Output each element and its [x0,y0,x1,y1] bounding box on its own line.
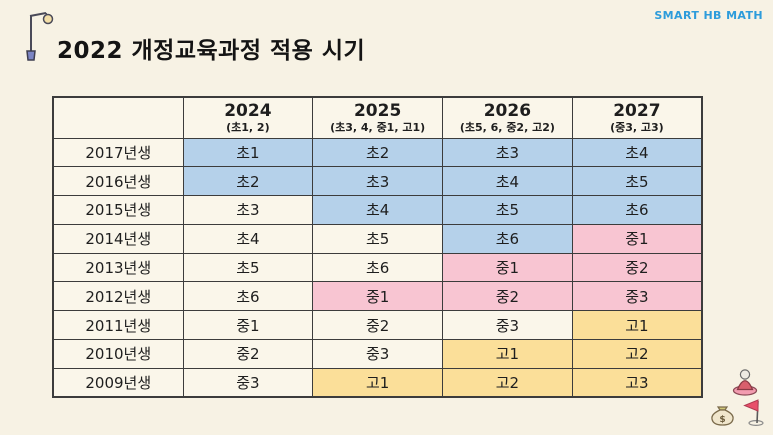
table-row: 2017년생 초1 초2 초3 초4 [52,137,703,168]
grade-cell: 초3 [182,195,314,225]
grade-cell: 초3 [442,137,573,168]
grade-cell: 중2 [571,252,703,283]
grade-cell: 초6 [312,252,443,283]
grade-cell: 초4 [312,195,443,225]
grade-cell: 초5 [571,166,703,197]
grade-cell: 중1 [571,223,703,254]
grade-cell: 중3 [312,339,443,369]
grade-cell: 중3 [182,367,314,398]
row-label-birth-year: 2011년생 [52,310,184,341]
column-grades: (초1, 2) [226,120,270,134]
table-row: 2010년생 중2 중3 고1 고2 [52,339,703,369]
brand-logo: SMART HB MATH [654,9,763,22]
column-year: 2024 [224,100,272,121]
grade-cell: 고2 [571,339,703,369]
grade-cell: 초4 [442,166,573,197]
table-row: 2011년생 중1 중2 중3 고1 [52,310,703,341]
grade-cell: 중3 [442,310,573,341]
column-grades: (초3, 4, 중1, 고1) [330,120,426,134]
street-lamp-icon [19,7,59,65]
grade-cell: 중3 [571,281,703,312]
grade-cell: 초3 [312,166,443,197]
grade-cell: 초5 [182,252,314,283]
grade-cell: 초6 [442,223,573,254]
row-label-birth-year: 2015년생 [52,195,184,225]
grade-cell: 중1 [442,252,573,283]
flag-icon [743,399,764,426]
curriculum-table: 2024 (초1, 2) 2025 (초3, 4, 중1, 고1) 2026 (초5, 6… [52,96,703,399]
grade-cell: 초2 [182,166,314,197]
column-grades: (초5, 6, 중2, 고2) [459,120,555,134]
row-label-birth-year: 2012년생 [52,281,184,312]
grade-cell: 고1 [442,339,573,369]
table-body: 2017년생 초1 초2 초3 초4 2016년생 초2 초3 초4 초5 2015년생 초3 초4 초5… [52,137,703,398]
grade-cell: 초4 [182,223,314,254]
table-head-row: 2024 (초1, 2) 2025 (초3, 4, 중1, 고1) 2026 (초5, 6… [52,96,703,139]
row-label-birth-year: 2016년생 [52,166,184,197]
grade-cell: 초2 [312,137,443,168]
grade-cell: 중2 [182,339,314,369]
year-column-header: 2025 (초3, 4, 중1, 고1) [312,96,443,139]
corner-cell [52,96,184,139]
grade-cell: 초6 [182,281,314,312]
svg-text:$: $ [719,415,725,425]
grade-cell: 초5 [312,223,443,254]
column-year: 2025 [353,100,402,121]
grade-cell: 중1 [182,310,314,341]
table-row: 2013년생 초5 초6 중1 중2 [52,252,703,283]
grade-cell: 초4 [571,137,703,168]
grade-cell: 고1 [312,367,443,398]
table-row: 2014년생 초4 초5 초6 중1 [52,223,703,254]
grade-cell: 초5 [442,195,573,225]
column-grades: (중3, 고3) [610,120,664,134]
column-year: 2027 [613,100,661,121]
row-label-birth-year: 2014년생 [52,223,184,254]
grade-cell: 중2 [442,281,573,312]
row-label-birth-year: 2013년생 [52,252,184,283]
grade-cell: 초1 [182,137,314,168]
row-label-birth-year: 2017년생 [52,137,184,168]
person-piece-icon [732,369,758,396]
table-row: 2012년생 초6 중1 중2 중3 [52,281,703,312]
money-bag-icon: $ [711,406,734,426]
grade-cell: 고3 [571,367,703,398]
grade-cell: 중2 [312,310,443,341]
row-label-birth-year: 2010년생 [52,339,184,369]
year-column-header: 2026 (초5, 6, 중2, 고2) [442,96,573,139]
table-row: 2016년생 초2 초3 초4 초5 [52,166,703,197]
grade-cell: 고1 [571,310,703,341]
column-year: 2026 [483,100,532,121]
decorative-corner-icons: $ [707,365,767,431]
grade-cell: 초6 [571,195,703,225]
table-row: 2015년생 초3 초4 초5 초6 [52,195,703,225]
table-row: 2009년생 중3 고1 고2 고3 [52,367,703,398]
row-label-birth-year: 2009년생 [52,367,184,398]
page-title: 2022 개정교육과정 적용 시기 [57,38,366,64]
grade-cell: 중1 [312,281,443,312]
year-column-header: 2027 (중3, 고3) [571,96,703,139]
grade-cell: 고2 [442,367,573,398]
year-column-header: 2024 (초1, 2) [182,96,314,139]
